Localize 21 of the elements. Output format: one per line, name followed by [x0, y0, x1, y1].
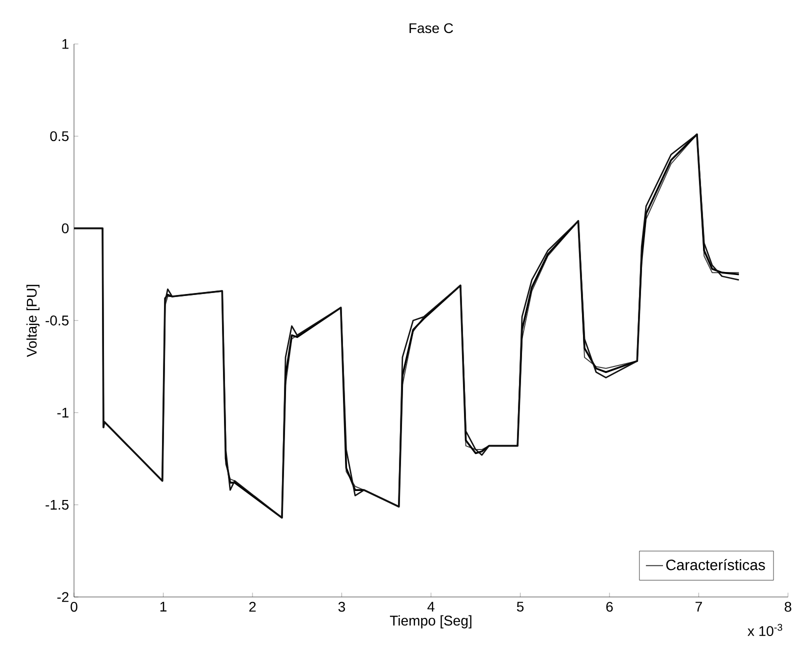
y-tick-label: -0.5 — [46, 316, 69, 326]
y-tick-label: 0.5 — [50, 131, 69, 142]
x-tick-label: 4 — [427, 602, 434, 612]
chart-title: Fase C — [410, 23, 454, 34]
y-tick-label: -2 — [57, 592, 68, 602]
x-axis-title: Tiempo [Seg] — [390, 615, 472, 628]
x-tick-label: 8 — [784, 602, 792, 612]
x-tick-label: 0 — [70, 602, 78, 612]
x-tick-label: 5 — [516, 602, 524, 612]
y-tick-label: -1 — [57, 408, 68, 418]
y-tick-label: 1 — [62, 39, 68, 49]
legend-label: Características — [666, 559, 765, 570]
x-tick-label: 7 — [696, 602, 702, 612]
x-tick-label: 3 — [338, 602, 346, 612]
y-tick-label: 0 — [62, 223, 69, 234]
x-tick-label: 6 — [606, 602, 613, 612]
text: x 10$^{-3}$ — [748, 624, 782, 636]
y-axis-title: Voltaje [PU] — [26, 284, 40, 357]
x-tick-label: 2 — [249, 602, 256, 612]
x-tick-label: 1 — [160, 602, 166, 612]
y-tick-label: -1.5 — [46, 500, 69, 510]
